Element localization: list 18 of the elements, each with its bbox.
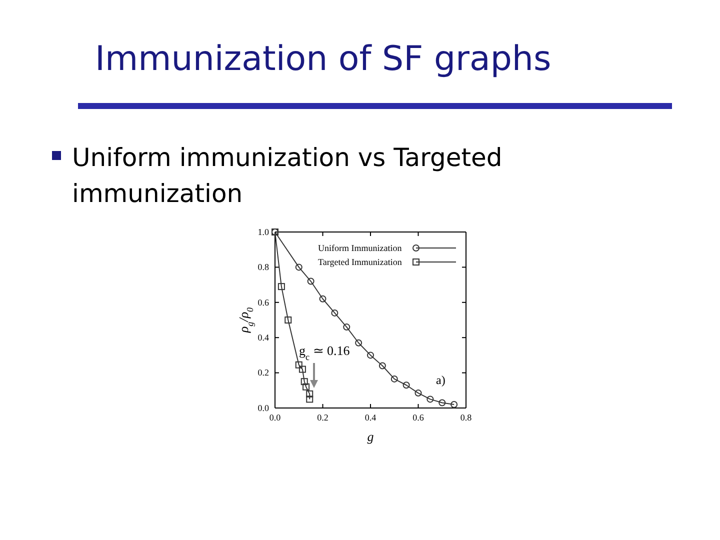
x-axis-title: g <box>367 429 374 444</box>
legend-label: Targeted Immunization <box>318 257 402 267</box>
y-tick-label: 0.4 <box>258 332 270 342</box>
chart-subtitle: Uniform immunization vs Targeted immunization <box>72 143 502 208</box>
x-tick-label: 0.2 <box>317 412 328 422</box>
y-tick-label: 0.8 <box>258 262 270 272</box>
x-tick-label: 0.6 <box>412 412 424 422</box>
y-tick-label: 0.6 <box>258 297 270 308</box>
y-tick-label: 0.2 <box>258 368 269 378</box>
annotation: a) <box>436 373 446 387</box>
legend-label: Uniform Immunization <box>318 243 402 253</box>
chart-title: Immunization of SF graphs <box>95 39 552 79</box>
annotation: g$_{c}$ ≃ 0.16 <box>299 343 350 362</box>
x-tick-label: 0.8 <box>460 412 472 422</box>
x-tick-label: 0.4 <box>364 412 377 422</box>
y-tick-label: 1.0 <box>258 226 270 237</box>
y-tick-label: 0.0 <box>258 402 270 413</box>
x-tick-label: 0.0 <box>269 412 282 422</box>
